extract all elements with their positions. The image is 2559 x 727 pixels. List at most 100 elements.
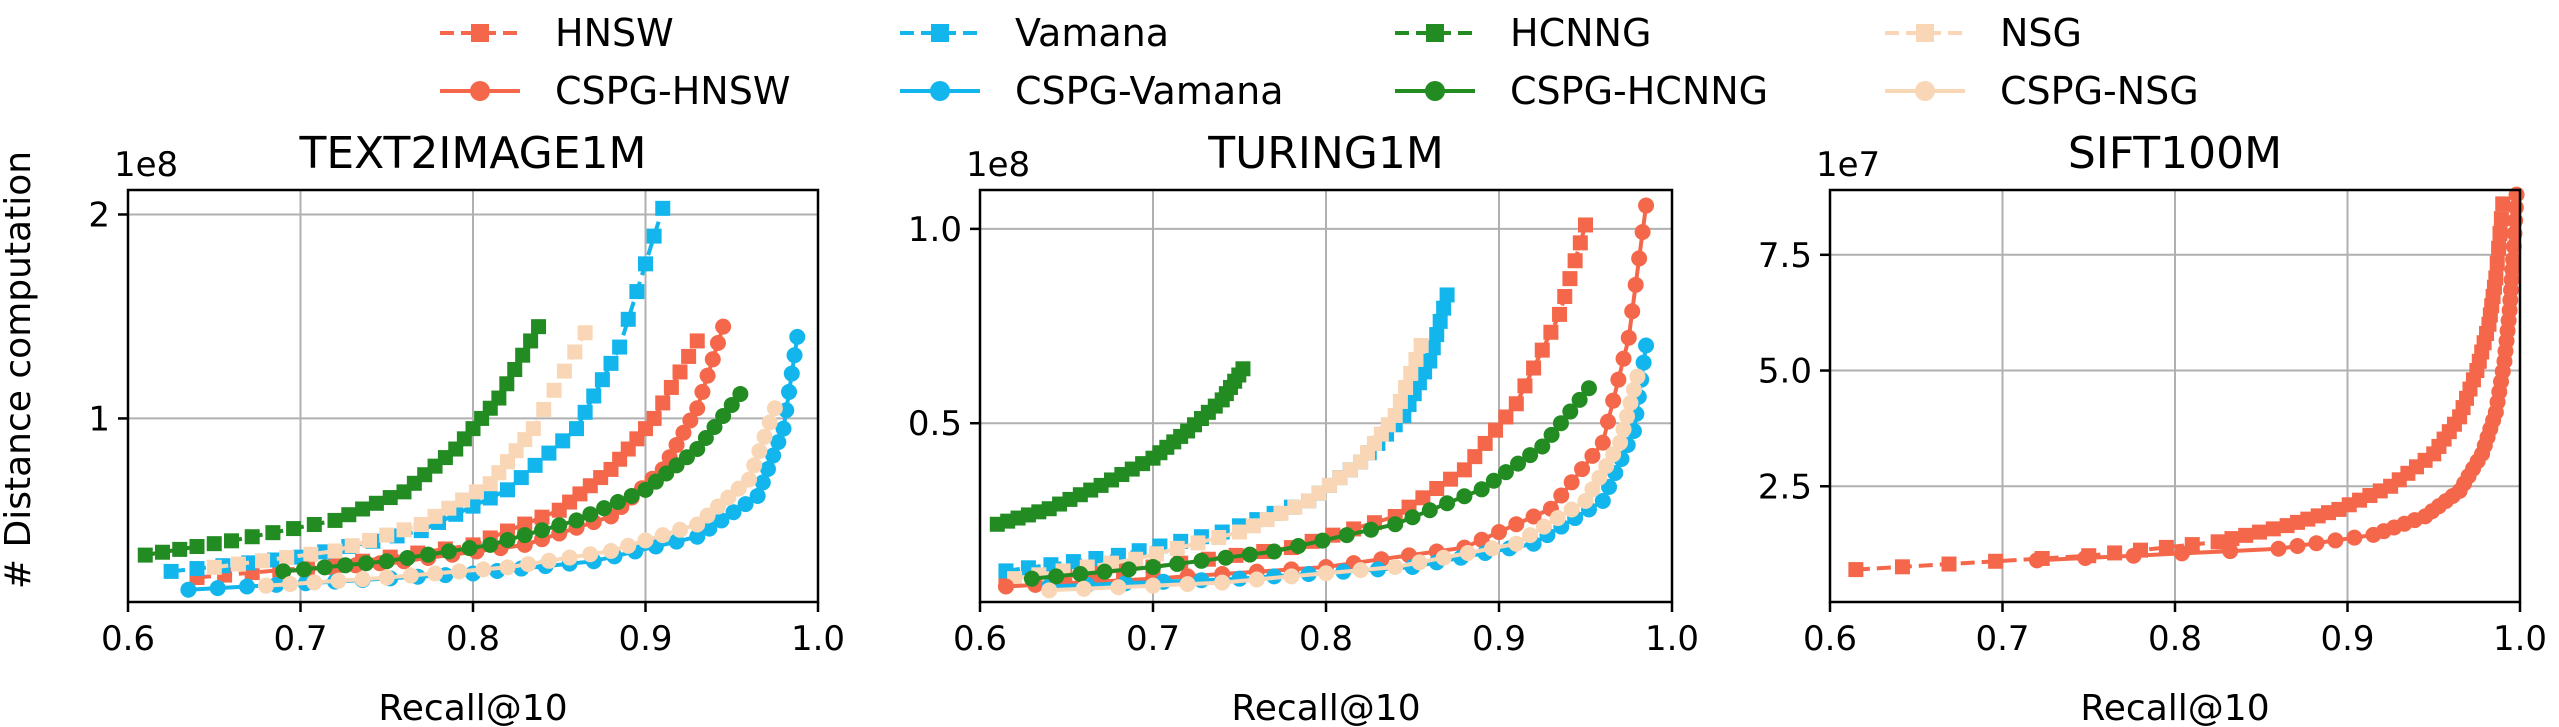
data-point	[399, 549, 416, 566]
data-point	[732, 385, 749, 402]
data-point	[2210, 534, 2226, 550]
x-tick-label: 0.6	[101, 619, 155, 659]
legend-item-cspg-hcnng: CSPG-HCNNG	[1395, 69, 1768, 113]
data-point	[1508, 396, 1524, 412]
data-point	[1041, 582, 1058, 599]
data-point	[1352, 562, 1369, 579]
x-tick-label: 1.0	[1645, 619, 1699, 659]
data-point	[741, 471, 757, 488]
data-point	[568, 512, 585, 529]
series-cspg-nsg	[1041, 368, 1646, 599]
legend-item-cspg-hnsw: CSPG-HNSW	[440, 69, 790, 113]
data-point	[1362, 521, 1379, 538]
data-point	[2493, 211, 2509, 227]
data-point	[1894, 559, 1910, 575]
data-point	[1577, 492, 1594, 509]
data-point	[239, 578, 256, 595]
data-point	[402, 567, 419, 584]
data-point	[1248, 571, 1265, 588]
data-point	[2488, 270, 2504, 286]
data-point	[1169, 540, 1185, 556]
data-point	[265, 525, 281, 541]
data-point	[2492, 226, 2508, 242]
data-point	[1436, 300, 1452, 316]
series-nsg	[1007, 337, 1429, 587]
data-point	[1631, 250, 1648, 267]
data-point	[155, 544, 170, 560]
legend-item-nsg: NSG	[1885, 11, 2082, 55]
data-point	[1584, 481, 1601, 498]
data-point	[1211, 529, 1227, 545]
data-point	[523, 333, 539, 349]
data-point	[709, 498, 726, 515]
data-point	[1622, 394, 1639, 411]
data-point	[491, 390, 507, 406]
legend-item-hnsw: HNSW	[440, 11, 674, 55]
x-tick-label: 1.0	[791, 619, 845, 659]
data-point	[775, 420, 792, 437]
data-point	[1023, 570, 1040, 587]
data-point	[341, 507, 357, 523]
data-point	[629, 284, 645, 300]
data-point	[783, 365, 800, 382]
data-point	[1459, 545, 1476, 562]
data-point	[1517, 378, 1533, 394]
data-point	[1598, 457, 1615, 474]
data-point	[1488, 422, 1504, 438]
data-point	[1241, 546, 1258, 563]
data-point	[2184, 537, 2200, 553]
data-point	[596, 500, 613, 517]
data-point	[704, 351, 721, 368]
data-point	[754, 474, 771, 491]
data-point	[1425, 340, 1441, 356]
data-point	[1510, 455, 1527, 472]
data-point	[1571, 391, 1588, 408]
data-point	[255, 553, 271, 569]
data-point	[267, 552, 283, 568]
x-tick-label: 0.9	[2320, 619, 2374, 659]
series-group	[1848, 186, 2525, 578]
y-tick-label: 1.0	[908, 210, 962, 250]
data-point	[612, 339, 628, 355]
series-group	[989, 197, 1655, 599]
data-point	[1543, 324, 1559, 340]
data-point	[2489, 255, 2505, 271]
data-point	[655, 395, 671, 411]
data-point	[1148, 546, 1164, 562]
data-point	[1411, 554, 1428, 571]
data-point	[224, 533, 239, 549]
x-axis-label: Recall@10	[2080, 688, 2269, 727]
legend: HNSW Vamana HCNNG NSG CSPG-HNSW CSPG-Vamana CS…	[440, 11, 2199, 113]
data-point	[1214, 574, 1231, 591]
data-point	[517, 516, 533, 532]
data-point	[420, 546, 437, 563]
data-point	[172, 541, 188, 557]
data-point	[1439, 495, 1456, 512]
data-point	[1413, 337, 1429, 353]
data-point	[2125, 547, 2142, 564]
data-point	[427, 508, 443, 524]
data-point	[551, 517, 568, 534]
data-point	[1232, 524, 1247, 540]
data-point	[1145, 559, 1161, 576]
grid	[1830, 190, 2520, 602]
data-point	[781, 383, 798, 400]
data-point	[1578, 217, 1593, 233]
data-point	[725, 504, 742, 521]
data-point	[694, 383, 711, 400]
series-cspg-hcnng	[1023, 380, 1597, 587]
data-point	[2346, 529, 2363, 546]
data-point	[1477, 435, 1493, 451]
y-tick-label: 5.0	[1758, 352, 1812, 392]
data-point	[2077, 550, 2094, 567]
data-point	[620, 311, 636, 327]
data-point	[2308, 535, 2325, 552]
data-point	[482, 490, 498, 506]
data-point	[1594, 492, 1611, 509]
data-point	[2222, 543, 2239, 560]
data-point	[751, 443, 768, 460]
data-point	[1599, 413, 1616, 430]
y-scale-label: 1e7	[1816, 145, 1880, 185]
data-point	[1584, 447, 1601, 464]
